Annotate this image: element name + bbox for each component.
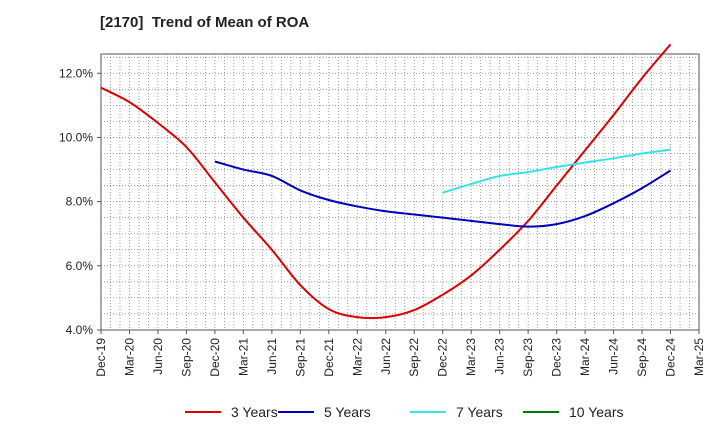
legend-swatch — [185, 411, 221, 413]
x-tick-label: Dec-23 — [550, 338, 564, 377]
x-tick-label: Mar-20 — [122, 338, 136, 376]
series-layer — [100, 43, 672, 320]
y-tick-label: 10.0% — [59, 130, 93, 144]
y-tick-label: 4.0% — [66, 323, 94, 337]
y-tick-label: 8.0% — [66, 195, 94, 209]
legend-label: 3 Years — [231, 404, 278, 420]
x-tick-label: Mar-25 — [692, 338, 706, 376]
legend-swatch — [278, 411, 314, 413]
legend-item-7-years: 7 Years — [410, 404, 503, 420]
x-tick-label: Sep-22 — [407, 338, 421, 377]
plot-area — [100, 53, 700, 331]
legend: 3 Years 5 Years 7 Years 10 Years — [0, 404, 720, 426]
legend-swatch — [523, 411, 559, 413]
y-tick-label: 6.0% — [66, 259, 94, 273]
legend-label: 5 Years — [324, 404, 371, 420]
series-line-5-years — [214, 160, 672, 228]
x-tick-label: Sep-20 — [179, 338, 193, 377]
legend-item-5-years: 5 Years — [278, 404, 371, 420]
x-tick-label: Sep-24 — [635, 338, 649, 377]
chart-title: [2170] Trend of Mean of ROA — [100, 14, 310, 31]
x-tick-label: Jun-20 — [151, 338, 165, 375]
x-tick-label: Sep-21 — [293, 338, 307, 377]
x-tick-label: Mar-22 — [350, 338, 364, 376]
y-tick-label: 12.0% — [59, 66, 93, 80]
grid-layer — [101, 54, 699, 330]
legend-item-10-years: 10 Years — [523, 404, 624, 420]
axis-layer: 4.0% 6.0% 8.0% 10.0% 12.0% Dec-19 Mar-20 Jun-20… — [59, 66, 706, 376]
x-tick-label: Mar-23 — [464, 338, 478, 376]
legend-label: 10 Years — [569, 404, 624, 420]
x-tick-label: Dec-21 — [322, 338, 336, 377]
x-tick-label: Dec-20 — [208, 338, 222, 377]
series-line-3-years — [100, 43, 672, 320]
x-tick-label: Jun-24 — [607, 338, 621, 375]
x-tick-label: Mar-21 — [236, 338, 250, 376]
legend-item-3-years: 3 Years — [185, 404, 278, 420]
x-tick-label: Jun-22 — [379, 338, 393, 375]
x-tick-label: Jun-21 — [265, 338, 279, 375]
legend-label: 7 Years — [456, 404, 503, 420]
series-line-7-years — [442, 148, 671, 194]
x-tick-label: Dec-24 — [664, 338, 678, 377]
x-tick-label: Sep-23 — [521, 338, 535, 377]
x-tick-label: Dec-22 — [436, 338, 450, 377]
x-tick-label: Dec-19 — [94, 338, 108, 377]
legend-swatch — [410, 411, 446, 413]
x-tick-label: Mar-24 — [578, 338, 592, 376]
x-tick-label: Jun-23 — [493, 338, 507, 375]
